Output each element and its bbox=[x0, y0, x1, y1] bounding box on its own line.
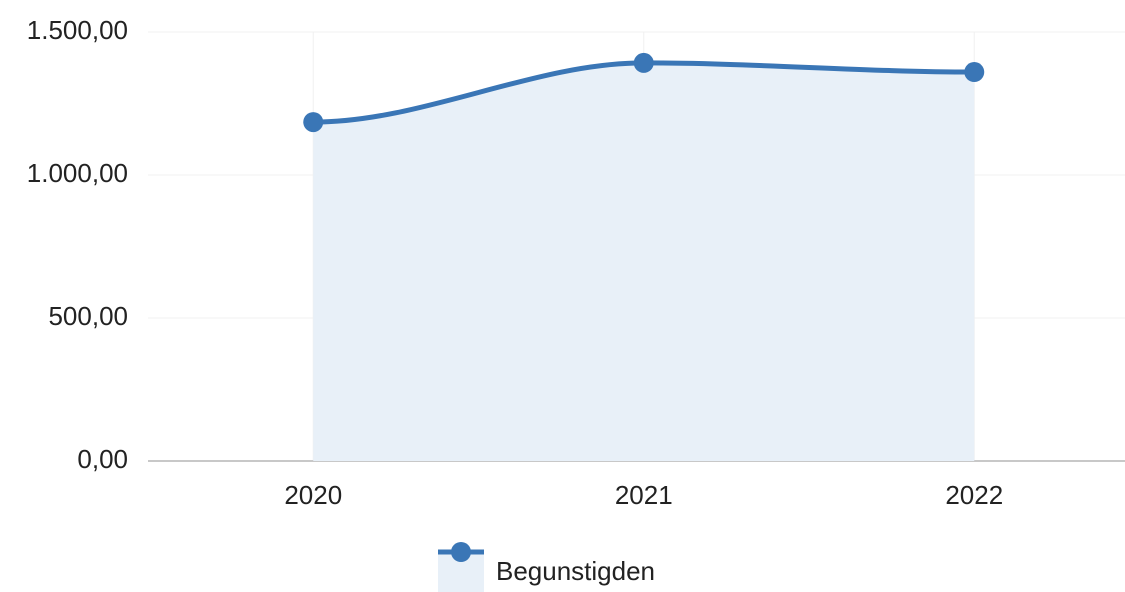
y-tick-label: 0,00 bbox=[77, 444, 128, 474]
x-tick-label: 2021 bbox=[615, 480, 673, 510]
x-tick-label: 2020 bbox=[284, 480, 342, 510]
point bbox=[303, 112, 324, 133]
y-tick-label: 1.000,00 bbox=[27, 158, 128, 188]
legend-point bbox=[451, 542, 471, 562]
y-tick-label: 500,00 bbox=[48, 301, 128, 331]
y-tick-label: 1.500,00 bbox=[27, 15, 128, 45]
area bbox=[313, 62, 975, 461]
point bbox=[633, 52, 654, 73]
point bbox=[964, 62, 985, 83]
x-tick-label: 2022 bbox=[945, 480, 1003, 510]
legend-label: Begunstigden bbox=[496, 556, 655, 586]
